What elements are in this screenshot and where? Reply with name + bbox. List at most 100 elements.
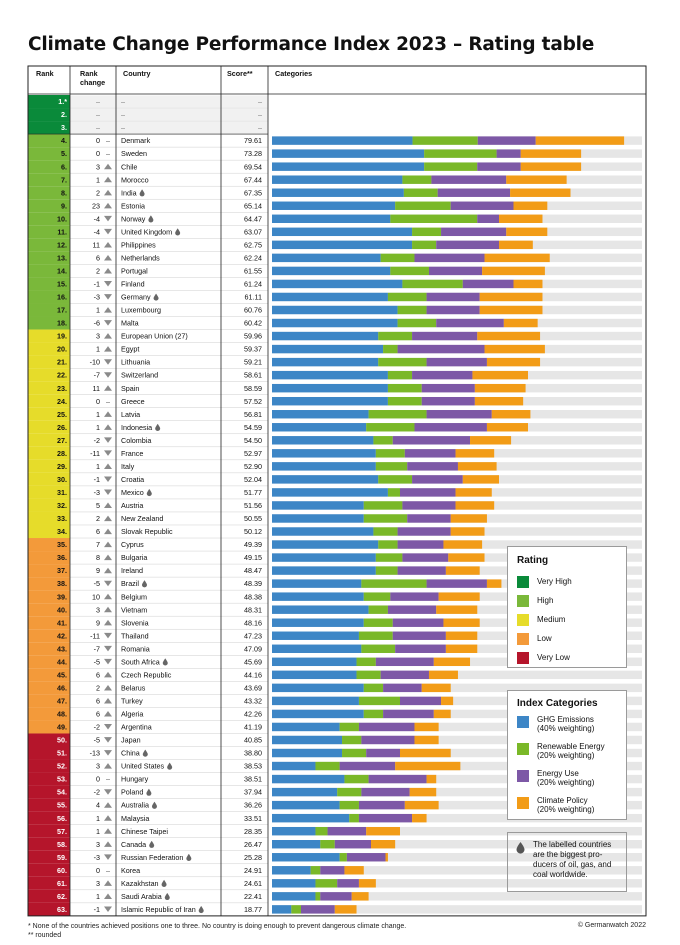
country-label: Italy [121, 462, 135, 471]
bar-segment-policy [445, 631, 478, 640]
bar-segment-ghg [272, 396, 388, 406]
bar-segment-renewable [387, 292, 427, 302]
country-label: Chile [121, 162, 137, 171]
country-label: Indonesia [121, 423, 152, 432]
bar-segment-policy [479, 292, 543, 302]
rank-cell-47 [28, 694, 70, 708]
bar-segment-energy-use [450, 201, 514, 210]
bar-segment-policy [395, 761, 461, 771]
score-value: 51.77 [244, 488, 262, 497]
rank-change-value: 2 [96, 188, 100, 197]
bar-segment-renewable [375, 462, 408, 471]
rank-up-icon [104, 307, 112, 313]
rank-cell-50 [28, 733, 70, 747]
rank-up-icon [104, 346, 112, 352]
bar-segment-ghg [272, 905, 292, 914]
bar-segment-policy [428, 670, 458, 680]
oil-drop-icon [146, 489, 152, 497]
score-value: 50.12 [244, 527, 262, 536]
rank-up-icon [104, 593, 112, 600]
rank-up-icon [104, 763, 112, 769]
country-label: New Zealand [121, 514, 163, 523]
rank-up-icon [104, 241, 112, 248]
bar-segment-ghg [272, 826, 316, 836]
rating-item-high: High [517, 591, 626, 610]
bar-segment-energy-use [477, 214, 500, 223]
rank-change-value: – [96, 110, 100, 119]
bar-segment-ghg [272, 866, 311, 875]
rank-label: 61. [57, 879, 67, 888]
rank-cell-9 [28, 199, 70, 213]
bar-segment-policy [436, 605, 478, 614]
bar-segment-ghg [272, 214, 391, 223]
rank-change-value: 1 [96, 814, 100, 823]
score-value: 25.28 [244, 853, 262, 862]
category-swatch [517, 770, 529, 782]
rank-down-icon [104, 854, 112, 860]
country-label: Morocco [121, 175, 149, 184]
bar-segment-renewable [395, 201, 451, 210]
oil-drop-icon [148, 215, 154, 223]
rank-up-icon [104, 619, 112, 626]
rank-cell-36 [28, 551, 70, 565]
footnote-asterisk: * None of the countries achieved positio… [28, 923, 407, 930]
score-value: 24.91 [244, 866, 262, 875]
bar-segment-policy [351, 892, 369, 901]
rank-cell-1 [28, 95, 70, 109]
rank-change-value: -11 [90, 631, 100, 640]
bar-segment-renewable [403, 188, 438, 197]
bar-segment-energy-use [390, 592, 439, 601]
bar-segment-renewable [390, 214, 478, 223]
bar-segment-renewable [342, 735, 362, 745]
score-value: 48.47 [244, 566, 262, 575]
rank-label: 22. [57, 371, 67, 380]
score-value: 67.35 [244, 188, 262, 197]
rank-label: 21. [57, 358, 67, 367]
bar-segment-energy-use [397, 344, 485, 354]
bar-segment-ghg [272, 683, 364, 693]
bar-segment-policy [513, 279, 543, 289]
rating-legend-title: Rating [517, 555, 549, 566]
bar-segment-energy-use [402, 501, 456, 510]
empty-row-shade [70, 95, 268, 108]
bar-segment-renewable [373, 436, 393, 445]
rank-down-icon [104, 450, 112, 456]
rank-up-icon [104, 893, 112, 899]
rating-swatch [517, 594, 529, 607]
bar-background [272, 787, 642, 797]
rank-cell-44 [28, 655, 70, 669]
rank-cell-27 [28, 433, 70, 447]
rank-change-value: -5 [94, 579, 100, 588]
rank-down-icon [104, 281, 112, 287]
rank-down-icon [104, 789, 112, 795]
rank-change-value: 1 [96, 827, 100, 836]
bar-segment-renewable [337, 787, 362, 797]
bar-background [272, 853, 642, 862]
score-value: 36.26 [244, 801, 262, 810]
bar-segment-energy-use [397, 566, 446, 575]
bar-segment-renewable [378, 331, 413, 341]
country-label: Luxembourg [121, 306, 161, 315]
rank-cell-2 [28, 108, 70, 122]
bar-segment-ghg [272, 188, 404, 197]
rank-label: 18. [57, 319, 67, 328]
category-item-ghg: GHG Emissions (40% weighting) [517, 715, 626, 742]
score-value: 48.38 [244, 592, 262, 601]
rank-cell-63 [28, 902, 70, 916]
bar-segment-energy-use [392, 618, 444, 627]
header-rank-change: change [80, 78, 105, 87]
bar-segment-renewable [378, 475, 413, 484]
rank-label: 44. [57, 657, 67, 666]
score-value: 62.24 [244, 253, 262, 262]
rank-down-icon [104, 228, 112, 235]
rank-cell-40 [28, 603, 70, 617]
bar-segment-ghg [272, 631, 359, 640]
country-label: Germany [121, 293, 151, 302]
rank-cell-29 [28, 459, 70, 473]
rank-cell-62 [28, 889, 70, 903]
header-country: Country [123, 69, 151, 78]
country-label: Switzerland [121, 371, 158, 380]
rank-change-value: 9 [96, 618, 100, 627]
score-value: 57.52 [244, 397, 262, 406]
rank-down-icon [104, 906, 112, 912]
